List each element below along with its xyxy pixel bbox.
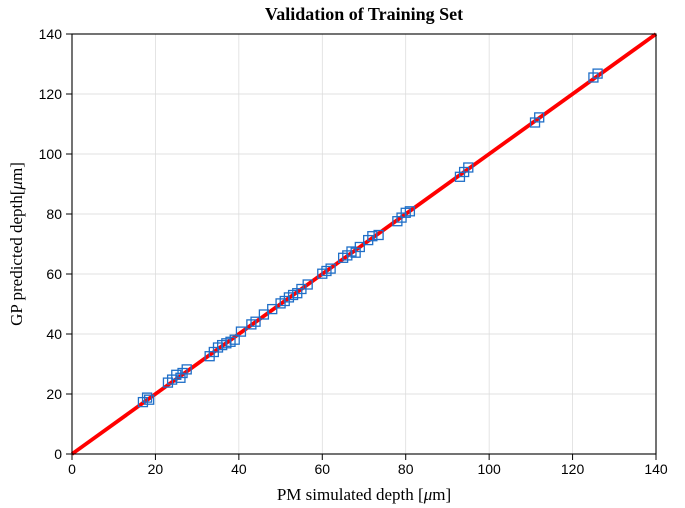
ytick-label: 0 (54, 446, 62, 462)
ytick-label: 20 (46, 386, 62, 402)
chart-title: Validation of Training Set (265, 4, 463, 24)
ytick-label: 40 (46, 326, 62, 342)
xtick-label: 140 (644, 461, 668, 477)
xtick-label: 100 (477, 461, 501, 477)
xtick-label: 0 (68, 461, 76, 477)
xtick-label: 80 (398, 461, 414, 477)
validation-chart: 0 20 40 60 80 100 120 140 0 20 40 60 80 100 120 140 Vali… (0, 0, 685, 508)
ytick-label: 80 (46, 206, 62, 222)
y-axis-label: GP predicted depth[μm] (7, 162, 26, 326)
ytick-label: 60 (46, 266, 62, 282)
ytick-label: 100 (39, 146, 63, 162)
ytick-label: 140 (39, 26, 63, 42)
xtick-label: 120 (561, 461, 585, 477)
xtick-label: 40 (231, 461, 247, 477)
ytick-label: 120 (39, 86, 63, 102)
chart-svg: 0 20 40 60 80 100 120 140 0 20 40 60 80 100 120 140 Vali… (0, 0, 685, 508)
x-axis-label: PM simulated depth [μm] (277, 485, 451, 504)
xtick-label: 60 (314, 461, 330, 477)
xtick-label: 20 (148, 461, 164, 477)
